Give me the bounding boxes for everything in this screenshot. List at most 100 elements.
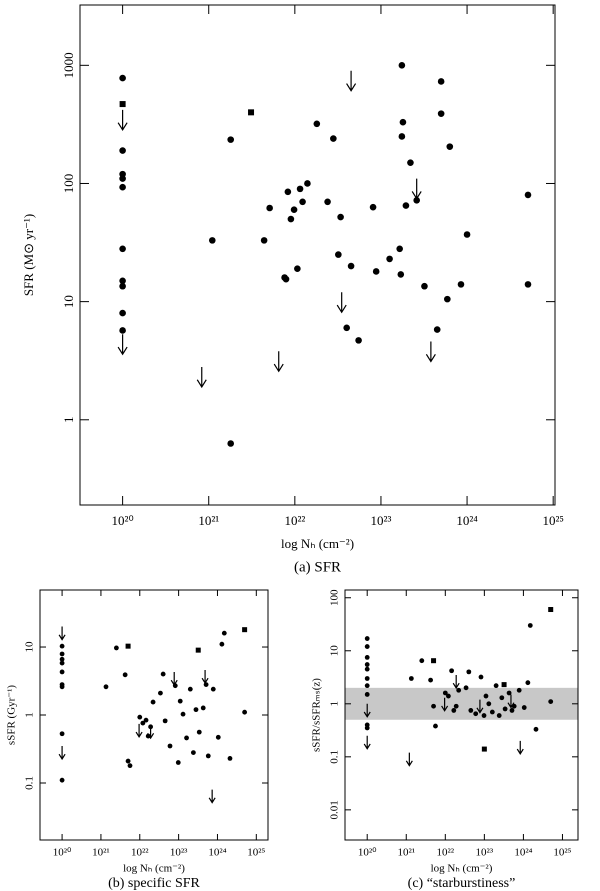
point <box>431 703 436 709</box>
y-tick-label: 100 <box>329 589 341 606</box>
point <box>456 687 462 693</box>
point <box>442 690 448 696</box>
upper-limit <box>117 109 128 131</box>
point <box>242 627 248 633</box>
point <box>119 101 126 108</box>
point <box>190 750 196 755</box>
caption: (c) “starburstiness” <box>408 876 516 891</box>
point <box>284 188 292 196</box>
point <box>386 255 393 263</box>
y-tick-label: 100 <box>61 174 76 194</box>
point <box>501 682 507 688</box>
point <box>502 706 508 712</box>
point <box>150 699 156 705</box>
upper-limit <box>58 746 66 761</box>
point <box>140 720 146 726</box>
point <box>499 695 505 701</box>
point <box>521 705 527 710</box>
point <box>59 660 65 666</box>
point <box>119 175 126 182</box>
x-tick-label: 10²⁴ <box>208 847 226 859</box>
x-tick-label: 10²² <box>437 847 455 859</box>
point <box>335 251 342 258</box>
point <box>299 198 306 206</box>
point <box>419 658 425 664</box>
upper-limit <box>476 699 484 714</box>
point <box>364 692 370 697</box>
point <box>413 197 420 204</box>
point <box>481 713 487 718</box>
point <box>548 607 554 613</box>
point <box>337 213 344 221</box>
point <box>266 204 273 212</box>
point <box>103 684 109 690</box>
point <box>453 703 459 709</box>
point <box>125 643 131 649</box>
point <box>119 327 126 334</box>
point <box>59 669 65 675</box>
point <box>287 215 295 223</box>
point <box>195 647 201 653</box>
y-tick-label: 1000 <box>61 52 76 78</box>
upper-limit <box>117 334 128 356</box>
point <box>59 777 65 783</box>
upper-limit <box>425 341 436 363</box>
upper-limit <box>363 735 371 750</box>
y-tick-label: 1 <box>329 701 341 707</box>
point <box>227 440 235 447</box>
point <box>200 705 206 711</box>
point <box>137 714 143 720</box>
x-tick-label: 10²⁵ <box>247 847 265 859</box>
upper-limit <box>58 626 66 641</box>
upper-limit <box>201 669 209 685</box>
x-tick-label: 10²⁴ <box>456 513 478 528</box>
y-tick-label: 1 <box>61 417 76 424</box>
point <box>486 701 492 707</box>
plot-frame <box>79 4 556 506</box>
point <box>399 118 407 126</box>
x-tick-label: 10²¹ <box>92 847 110 859</box>
y-tick-label: 0.01 <box>329 800 341 819</box>
x-tick-label: 10²⁴ <box>514 847 532 859</box>
point <box>509 708 515 713</box>
caption: (b) specific SFR <box>108 876 200 891</box>
upper-limit <box>170 671 178 687</box>
point <box>463 231 471 238</box>
point <box>444 295 451 303</box>
point <box>364 725 370 731</box>
point <box>548 699 554 705</box>
point <box>463 685 469 691</box>
y-axis-label: sSFR (Gyr⁻¹) <box>6 685 18 745</box>
point <box>408 676 414 681</box>
point <box>167 743 173 749</box>
y-tick-label: 10 <box>24 641 36 653</box>
point <box>113 645 119 651</box>
point <box>347 262 355 270</box>
point <box>59 684 65 690</box>
point <box>304 180 311 187</box>
panel: 10²⁰ 10²¹ 10²² 10²³ 10²⁴ 10²⁵ 0.01 0.1 1 10 100 log… <box>311 589 579 891</box>
upper-limit <box>273 351 284 373</box>
point <box>364 654 370 660</box>
point <box>294 265 301 272</box>
point <box>433 326 441 333</box>
point <box>506 690 512 696</box>
point <box>343 324 350 332</box>
point <box>397 271 405 278</box>
point <box>59 656 65 662</box>
point <box>119 183 126 191</box>
point <box>177 698 183 704</box>
point <box>330 135 337 142</box>
point <box>119 147 126 154</box>
upper-limit <box>363 703 371 718</box>
x-tick-label: 10²² <box>131 847 149 859</box>
caption: (a) SFR <box>294 559 341 575</box>
upper-limit <box>147 725 155 740</box>
point <box>187 686 193 692</box>
point <box>398 62 406 69</box>
x-axis-label: log Nₕ (cm⁻²) <box>281 536 354 551</box>
point <box>324 198 331 206</box>
point <box>533 726 539 732</box>
point <box>431 658 437 664</box>
point <box>372 268 380 275</box>
